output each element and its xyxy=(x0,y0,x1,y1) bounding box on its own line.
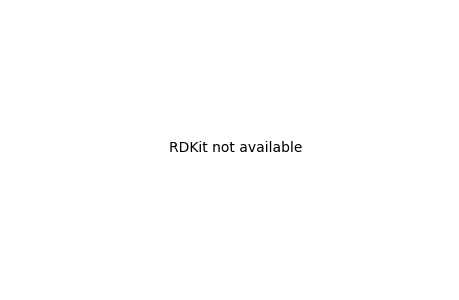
Text: RDKit not available: RDKit not available xyxy=(169,140,302,154)
